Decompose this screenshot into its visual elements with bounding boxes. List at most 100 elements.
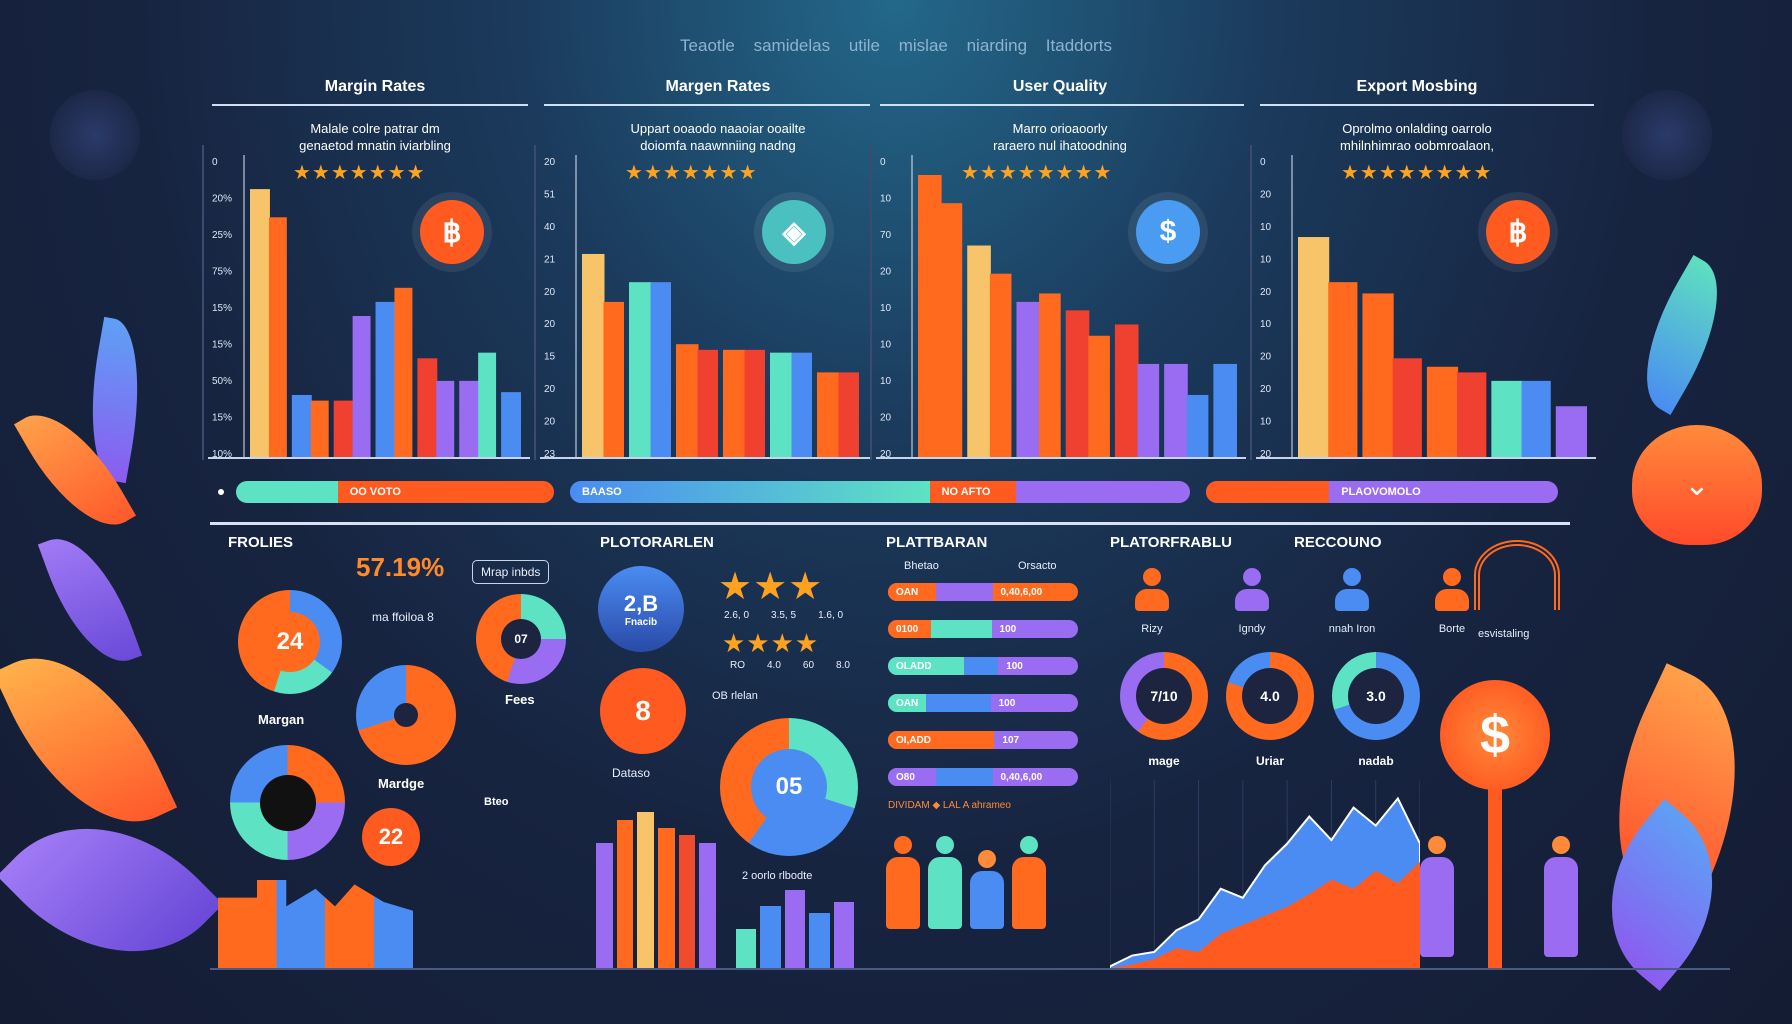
bar — [333, 400, 354, 457]
rating-stars: ★★★★★★★ — [293, 162, 426, 184]
y-tick-label: 20 — [544, 417, 556, 428]
area-chart — [1110, 780, 1420, 970]
arrow-line — [212, 104, 528, 106]
globe-icon — [1622, 90, 1712, 180]
desc-line: Uppart ooaodo naaoiar ooailte — [630, 121, 806, 136]
bar — [250, 189, 270, 457]
bar — [268, 217, 287, 457]
gauge-value: 4.0 — [1242, 668, 1298, 724]
bar-label: O80 — [888, 768, 936, 786]
target-icon — [1474, 540, 1560, 610]
rating-stars: ★★★★★★★★ — [961, 162, 1113, 184]
gauge-value: 7/10 — [1136, 668, 1192, 724]
bar — [744, 349, 765, 457]
bar — [967, 245, 991, 457]
donut-chart-mardge — [356, 665, 456, 765]
donut-value: 05 — [751, 749, 827, 825]
y-tick-label: 20 — [880, 449, 892, 460]
bar-chart: 0 10 70 20 10 10 10 20 20 — [876, 155, 1246, 460]
leaf-icon — [37, 523, 143, 677]
gauge-row: 7/10 mage 4.0 Uriar 3.0 nadab — [1120, 652, 1420, 768]
bar — [1186, 394, 1209, 457]
progress-label: OO VOTO — [337, 481, 554, 503]
donut-value: 07 — [501, 619, 541, 659]
y-tick-label: 15% — [212, 340, 232, 351]
bar — [1298, 237, 1330, 457]
progress-label: PLAOVOMOLO — [1341, 486, 1421, 498]
progress-bar-1[interactable]: OO VOTO — [236, 481, 554, 503]
horizontal-bar: OAN 100 — [888, 694, 1078, 712]
bar — [1164, 363, 1188, 457]
star-label: 3.5, 5 — [771, 610, 797, 621]
progress-bar-3[interactable]: PLAOVOMOLO — [1206, 481, 1558, 503]
bar — [1065, 310, 1090, 457]
person-label: Borte — [1438, 623, 1466, 635]
people-row: Rizy Igndy nnah Iron Borte — [1120, 568, 1484, 635]
coin-icon: ฿ — [420, 200, 484, 264]
person-label: Igndy — [1238, 623, 1266, 635]
legend-text: Bteo — [484, 796, 509, 808]
bar — [918, 175, 942, 457]
column-header: Bhetao — [904, 560, 939, 572]
panel-description: Oprolmo onlalding oarrolo mhilnhimrao oob… — [1267, 120, 1567, 154]
y-tick-label: 0 — [880, 157, 886, 168]
column-header: Orsacto — [1018, 560, 1057, 572]
bar — [1491, 380, 1523, 457]
desc-line: doiomfa naawnniing nadng — [640, 138, 796, 153]
horizontal-bar: 0100 100 — [888, 620, 1078, 638]
y-tick-label: 0 — [1260, 157, 1266, 168]
y-tick-label: 10 — [880, 340, 892, 351]
people-group-right — [1420, 836, 1578, 957]
y-tick-label: 15 — [544, 352, 556, 363]
rating-stars: ★★★★★★★ — [625, 162, 758, 184]
bar — [723, 349, 746, 457]
heart-icon: ⌄ — [1632, 425, 1762, 545]
y-tick-label: 0 — [212, 157, 218, 168]
donut-value: 24 — [260, 612, 320, 672]
bar — [1328, 282, 1358, 457]
bar — [459, 380, 480, 457]
stat-circle-orange: 8 — [600, 668, 686, 754]
y-tick-label: 10 — [880, 303, 892, 314]
y-tick-label: 75% — [212, 267, 232, 278]
bar-chart: 20 51 40 21 20 20 15 20 20 23 — [540, 155, 872, 460]
mid-caption: OB rlelan — [712, 690, 758, 702]
progress-fill — [236, 481, 338, 503]
tag-box[interactable]: Mrap inbds — [472, 560, 550, 584]
donut-label: Mardge — [378, 776, 425, 791]
bar-value: 0,40,6,00 — [1000, 771, 1043, 783]
stat-value: 2,B — [623, 590, 659, 616]
bar — [1039, 293, 1061, 457]
rating-stars: ★★★★★★★★ — [1341, 162, 1493, 184]
bar-chart: 0 20% 25% 75% 15% 15% 50% 15% 10% — [208, 155, 530, 460]
donut-label: Margan — [258, 712, 305, 727]
baseline — [210, 968, 1730, 970]
bar — [1426, 366, 1459, 457]
bar — [352, 316, 371, 457]
y-tick-label: 70 — [880, 230, 892, 241]
y-tick-label: 15% — [212, 413, 232, 424]
y-tick-label: 10 — [1260, 254, 1272, 265]
bar — [1016, 301, 1041, 457]
bar-label: OAN — [888, 694, 926, 712]
bar — [940, 203, 963, 457]
stat-sub: Dataso — [612, 766, 651, 780]
progress-bar-2[interactable]: BAASO NO AFTO — [570, 481, 1190, 503]
horizontal-bar: OI,ADD 107 — [888, 731, 1078, 749]
coin-icon: $ — [1136, 200, 1200, 264]
gauge: 3.0 nadab — [1332, 652, 1420, 768]
person-card: nnah Iron — [1320, 568, 1384, 635]
desc-line: Marro orioaoorly — [1012, 121, 1108, 136]
y-tick-label: 23 — [544, 449, 556, 460]
bar — [650, 282, 671, 457]
bar — [582, 253, 605, 457]
donut-label: Fees — [505, 692, 535, 707]
gauge-label: Uriar — [1255, 754, 1284, 768]
panel-title: User Quality — [1012, 78, 1108, 95]
gauge: 4.0 Uriar — [1226, 652, 1314, 768]
caption: 2 oorlo rlbodte — [742, 870, 813, 882]
y-tick-label: 20 — [1260, 384, 1272, 395]
bar — [629, 282, 652, 457]
bar — [1457, 372, 1487, 457]
donut-chart-05: 05 — [720, 718, 858, 856]
